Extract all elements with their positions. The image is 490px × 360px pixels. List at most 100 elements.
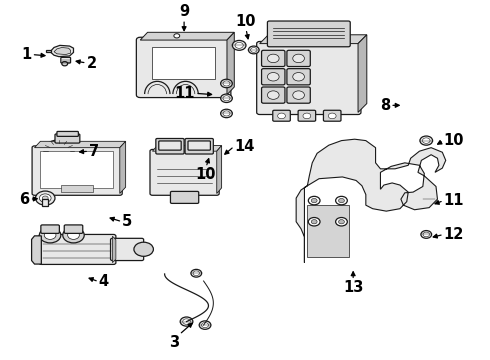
- Circle shape: [423, 195, 435, 203]
- FancyBboxPatch shape: [287, 50, 310, 67]
- Circle shape: [232, 40, 246, 50]
- Polygon shape: [358, 35, 367, 112]
- Polygon shape: [152, 145, 221, 151]
- Circle shape: [174, 34, 180, 38]
- FancyBboxPatch shape: [171, 192, 199, 203]
- Circle shape: [311, 220, 317, 224]
- Circle shape: [328, 113, 336, 119]
- Circle shape: [268, 91, 279, 99]
- Circle shape: [421, 230, 432, 238]
- Text: 10: 10: [196, 167, 216, 183]
- Polygon shape: [113, 236, 116, 263]
- Bar: [46, 50, 51, 53]
- Bar: [307, 205, 349, 257]
- Circle shape: [193, 271, 199, 275]
- Circle shape: [223, 111, 230, 116]
- Text: 9: 9: [179, 4, 189, 19]
- Circle shape: [134, 242, 153, 256]
- Circle shape: [235, 42, 243, 48]
- Text: 7: 7: [89, 144, 99, 159]
- Text: 6: 6: [20, 192, 30, 207]
- Text: 8: 8: [380, 98, 390, 113]
- Text: 11: 11: [175, 86, 196, 101]
- Circle shape: [293, 91, 304, 99]
- Text: 10: 10: [236, 14, 256, 29]
- FancyBboxPatch shape: [188, 141, 210, 150]
- Circle shape: [420, 136, 433, 145]
- Circle shape: [44, 231, 56, 239]
- FancyBboxPatch shape: [257, 41, 361, 114]
- Circle shape: [268, 54, 279, 63]
- Circle shape: [426, 197, 433, 202]
- Circle shape: [180, 317, 193, 326]
- Text: 14: 14: [234, 139, 255, 154]
- Circle shape: [423, 232, 429, 237]
- FancyBboxPatch shape: [61, 57, 71, 63]
- FancyBboxPatch shape: [273, 110, 290, 121]
- Circle shape: [35, 191, 55, 205]
- Circle shape: [183, 319, 190, 324]
- Circle shape: [308, 217, 320, 226]
- Circle shape: [42, 196, 48, 200]
- Polygon shape: [217, 145, 221, 194]
- FancyBboxPatch shape: [262, 50, 285, 67]
- FancyBboxPatch shape: [57, 131, 78, 136]
- Polygon shape: [31, 236, 41, 264]
- Circle shape: [339, 220, 344, 224]
- Bar: [55, 153, 63, 163]
- FancyBboxPatch shape: [32, 146, 122, 195]
- Bar: [40, 151, 114, 188]
- Text: 2: 2: [87, 55, 97, 71]
- Circle shape: [293, 72, 304, 81]
- FancyBboxPatch shape: [159, 141, 181, 150]
- FancyBboxPatch shape: [323, 110, 341, 121]
- FancyBboxPatch shape: [41, 225, 59, 233]
- Bar: [152, 47, 215, 79]
- Circle shape: [336, 217, 347, 226]
- Circle shape: [199, 321, 211, 329]
- Circle shape: [339, 198, 344, 203]
- FancyBboxPatch shape: [185, 139, 213, 154]
- FancyBboxPatch shape: [298, 110, 316, 121]
- FancyBboxPatch shape: [287, 87, 310, 103]
- Polygon shape: [227, 32, 234, 95]
- Polygon shape: [120, 141, 125, 194]
- FancyBboxPatch shape: [55, 134, 80, 143]
- FancyBboxPatch shape: [39, 234, 116, 265]
- Circle shape: [220, 79, 232, 88]
- FancyBboxPatch shape: [262, 87, 285, 103]
- FancyBboxPatch shape: [287, 69, 310, 85]
- Circle shape: [268, 72, 279, 81]
- FancyBboxPatch shape: [150, 149, 219, 195]
- Circle shape: [62, 62, 68, 66]
- Circle shape: [191, 269, 202, 277]
- Text: 3: 3: [169, 335, 179, 350]
- Circle shape: [278, 113, 286, 119]
- Circle shape: [223, 81, 230, 86]
- Circle shape: [63, 228, 84, 243]
- Polygon shape: [140, 32, 234, 40]
- FancyBboxPatch shape: [156, 139, 184, 154]
- FancyBboxPatch shape: [268, 21, 350, 47]
- Circle shape: [248, 46, 259, 54]
- Polygon shape: [50, 45, 74, 57]
- Circle shape: [311, 198, 317, 203]
- Circle shape: [220, 109, 232, 118]
- Text: 12: 12: [444, 227, 464, 242]
- Circle shape: [223, 96, 230, 101]
- Text: 10: 10: [444, 133, 465, 148]
- Circle shape: [293, 54, 304, 63]
- Circle shape: [336, 196, 347, 205]
- Circle shape: [308, 196, 320, 205]
- Circle shape: [220, 94, 232, 103]
- Circle shape: [250, 48, 257, 52]
- FancyBboxPatch shape: [64, 225, 83, 233]
- Polygon shape: [260, 35, 367, 44]
- FancyBboxPatch shape: [136, 37, 231, 98]
- Text: 13: 13: [343, 280, 364, 295]
- Circle shape: [422, 138, 430, 143]
- Circle shape: [303, 113, 311, 119]
- Circle shape: [201, 323, 209, 328]
- FancyBboxPatch shape: [111, 238, 144, 261]
- Bar: [61, 185, 93, 192]
